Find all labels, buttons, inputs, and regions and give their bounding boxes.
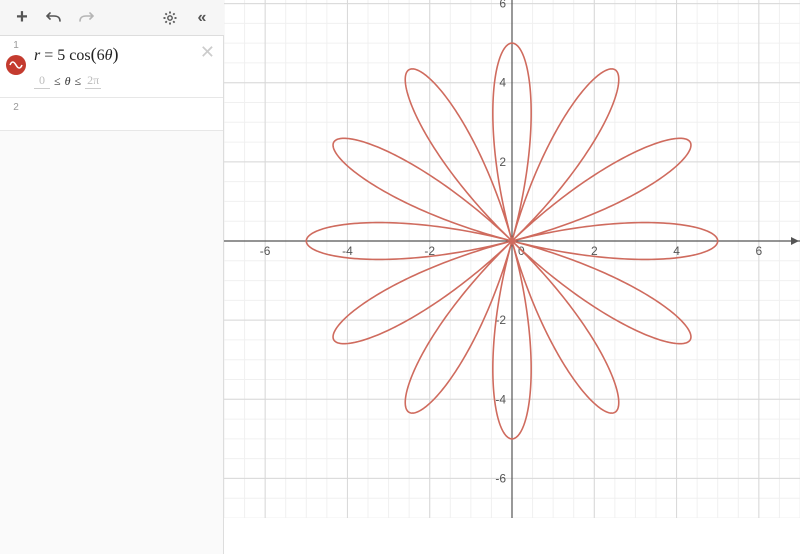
collapse-sidebar-button[interactable]: « [188, 4, 216, 32]
svg-text:-6: -6 [495, 471, 506, 485]
graph-area[interactable]: -6-4-20246-6-4-2246 [224, 0, 800, 554]
undo-button[interactable] [40, 4, 68, 32]
graph-canvas[interactable]: -6-4-20246-6-4-2246 [224, 0, 800, 518]
expression-index: 1 [0, 36, 28, 97]
svg-text:6: 6 [499, 0, 506, 11]
settings-button[interactable] [156, 4, 184, 32]
toolbar: + « [0, 0, 224, 36]
svg-text:-6: -6 [260, 244, 271, 258]
expression-color-icon[interactable] [6, 55, 26, 75]
app-root: + « 1 [0, 0, 800, 554]
expression-row[interactable]: 1 r = 5 cos(6θ) 0 ≤ θ ≤ 2π [0, 36, 223, 98]
svg-text:4: 4 [673, 244, 680, 258]
domain-row: 0 ≤ θ ≤ 2π [34, 73, 217, 89]
expression-body[interactable]: r = 5 cos(6θ) 0 ≤ θ ≤ 2π ✕ [28, 36, 223, 97]
expression-number: 1 [13, 40, 19, 51]
gear-icon [162, 10, 178, 26]
add-expression-button[interactable]: + [8, 4, 36, 32]
expression-index: 2 [0, 98, 28, 130]
expression-sidebar: + « 1 [0, 0, 224, 554]
delete-expression-button[interactable]: ✕ [200, 42, 215, 63]
svg-text:6: 6 [756, 244, 763, 258]
svg-text:-4: -4 [342, 244, 353, 258]
svg-text:2: 2 [499, 155, 506, 169]
expression-formula[interactable]: r = 5 cos(6θ) [34, 44, 217, 65]
redo-button[interactable] [72, 4, 100, 32]
redo-icon [78, 10, 94, 26]
wave-icon [9, 58, 23, 72]
domain-max-input[interactable]: 2π [85, 73, 101, 89]
svg-text:4: 4 [499, 76, 506, 90]
content-area: + « 1 [0, 0, 800, 554]
expression-number: 2 [13, 102, 19, 113]
undo-icon [46, 10, 62, 26]
svg-text:-4: -4 [495, 392, 506, 406]
domain-min-input[interactable]: 0 [34, 73, 50, 89]
expression-body-empty[interactable] [28, 98, 223, 130]
expression-row[interactable]: 2 [0, 98, 223, 131]
